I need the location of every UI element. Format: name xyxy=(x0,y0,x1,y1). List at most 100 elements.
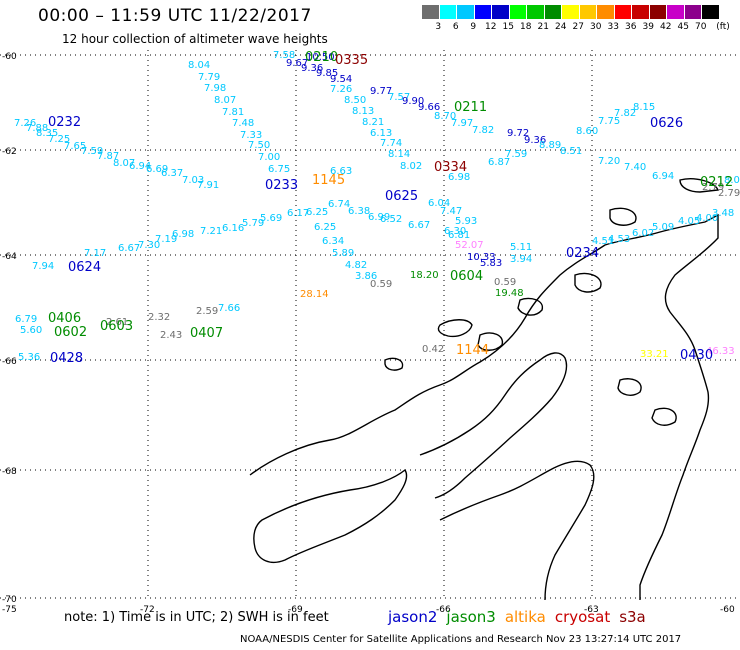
swh-value: 6.13 xyxy=(370,128,392,139)
scale-unit: (ft) xyxy=(716,22,730,32)
swh-value: 8.89 xyxy=(539,140,561,151)
swh-value: 9.36 xyxy=(301,63,323,74)
swh-value: 4.00 xyxy=(696,213,718,224)
pass-time-label: 0624 xyxy=(68,260,101,275)
pass-time-label: 0233 xyxy=(265,178,298,193)
pass-time-label: 0430 xyxy=(680,348,713,363)
swh-value: 9.72 xyxy=(507,128,529,139)
swh-value: 7.57 xyxy=(388,92,410,103)
sub-island-4 xyxy=(574,272,602,293)
swh-value: 6.79 xyxy=(15,314,37,325)
latitude-label: -60 xyxy=(2,52,17,62)
swh-value: 7.59 xyxy=(81,146,103,157)
swh-value: 8.07 xyxy=(113,158,135,169)
scale-swatch xyxy=(492,5,509,19)
axis-labels: -60 -62 -64 -66 -68 -70-75 -72 -69 -66 -63 -60 xyxy=(2,52,735,615)
pass-time-label: 1144 xyxy=(456,343,489,358)
swh-value: 8.04 xyxy=(188,60,210,71)
swh-value: 7.79 xyxy=(198,72,220,83)
swh-value: 8.70 xyxy=(434,111,456,122)
footnote: note: 1) Time is in UTC; 2) SWH is in fe… xyxy=(64,610,329,625)
pass-time-labels: 0232 0624 0233 0625 0626 0234 0428 0430 0210 0211… xyxy=(48,50,733,366)
swh-value: 5.83 xyxy=(480,258,502,269)
swh-value: 5.36 xyxy=(18,352,40,363)
swh-value: 0.42 xyxy=(422,344,444,355)
swh-value: 18.20 xyxy=(410,270,439,281)
swh-value: 6.98 xyxy=(448,172,470,183)
antarctic-peninsula-coast xyxy=(249,213,719,600)
legend-jason3: jason3 xyxy=(446,608,496,626)
swh-value: 52.07 xyxy=(455,240,484,251)
swh-value: 6.04 xyxy=(428,198,450,209)
swh-value: 8.14 xyxy=(388,149,410,160)
swh-value: 7.03 xyxy=(182,175,204,186)
pass-time-label: 0334 xyxy=(434,160,467,175)
swh-value: 7.87 xyxy=(97,151,119,162)
legend-s3a: s3a xyxy=(619,608,646,626)
swh-value: 7.91 xyxy=(197,180,219,191)
scale-swatch xyxy=(579,5,596,19)
pass-time-label: 0232 xyxy=(48,115,81,130)
scale-label: 12 xyxy=(485,22,497,32)
swh-value: 10.33 xyxy=(467,252,496,263)
latitude-label: -66 xyxy=(2,357,17,367)
swh-value: 9.36 xyxy=(524,135,546,146)
scale-label: 21 xyxy=(537,22,549,32)
scale-label: 3 xyxy=(435,22,442,32)
swh-value: 5.79 xyxy=(242,218,264,229)
swh-value: 8.50 xyxy=(344,95,366,106)
pass-time-label: 0335 xyxy=(335,53,368,68)
swh-value: 5.09 xyxy=(652,222,674,233)
swh-value: 7.66 xyxy=(218,303,240,314)
pass-time-label: 0210 xyxy=(305,50,338,65)
swh-value: 2.61 xyxy=(106,317,128,328)
swh-value: 9.66 xyxy=(418,102,440,113)
swh-value: 6.25 xyxy=(306,207,328,218)
swh-value: 28.14 xyxy=(300,289,329,300)
scale-swatch xyxy=(439,5,456,19)
swh-value: 6.87 xyxy=(488,157,510,168)
scale-swatch xyxy=(614,5,631,19)
swh-value: 7.88 xyxy=(26,123,48,134)
pass-time-label: 0234 xyxy=(566,246,599,261)
swh-value: 7.19 xyxy=(155,234,177,245)
sub-island-7 xyxy=(617,378,642,396)
latitude-label: -70 xyxy=(2,595,17,605)
swh-value: 7.94 xyxy=(32,261,54,272)
pass-time-label: 0603 xyxy=(100,319,133,334)
swh-value: 7.40 xyxy=(624,162,646,173)
swh-value: 2.32 xyxy=(148,312,170,323)
swh-value: 7.82 xyxy=(472,125,494,136)
scale-label: 6 xyxy=(452,22,459,32)
swh-value: 5.69 xyxy=(260,213,282,224)
scale-swatch xyxy=(509,5,526,19)
swh-value: 7.75 xyxy=(598,116,620,127)
sub-island-1 xyxy=(437,319,473,338)
scale-swatch xyxy=(474,5,491,19)
swh-value: 2.43 xyxy=(160,330,182,341)
swh-value: 7.81 xyxy=(222,107,244,118)
scale-label: 45 xyxy=(677,22,689,32)
pass-time-label: 0602 xyxy=(54,325,87,340)
swh-value: 6.25 xyxy=(314,222,336,233)
swh-value: 2.79 xyxy=(702,182,724,193)
swh-value: 0.59 xyxy=(370,279,392,290)
swh-value: 6.63 xyxy=(330,166,352,177)
swh-value: 5.11 xyxy=(510,242,532,253)
swh-value: 3.86 xyxy=(355,271,377,282)
swh-labels: 7.588.047.797.988.077.817.487.337.507.00… xyxy=(14,50,740,363)
swh-value: 7.47 xyxy=(440,206,462,217)
scale-swatch xyxy=(562,5,579,19)
longitude-label: -75 xyxy=(2,605,17,615)
coastline xyxy=(249,178,719,601)
swh-value: 3.48 xyxy=(712,208,734,219)
swh-value: 46.33 xyxy=(706,346,735,357)
scale-label: 18 xyxy=(520,22,532,32)
swh-value: 7.58 xyxy=(273,50,295,61)
swh-value: 4.51 xyxy=(592,236,614,247)
satellite-legend: jason2 jason3 altika cryosat s3a xyxy=(388,608,655,626)
credit-line: NOAA/NESDIS Center for Satellite Applica… xyxy=(240,634,682,645)
scale-swatch xyxy=(684,5,701,19)
sub-island-9 xyxy=(384,357,404,371)
